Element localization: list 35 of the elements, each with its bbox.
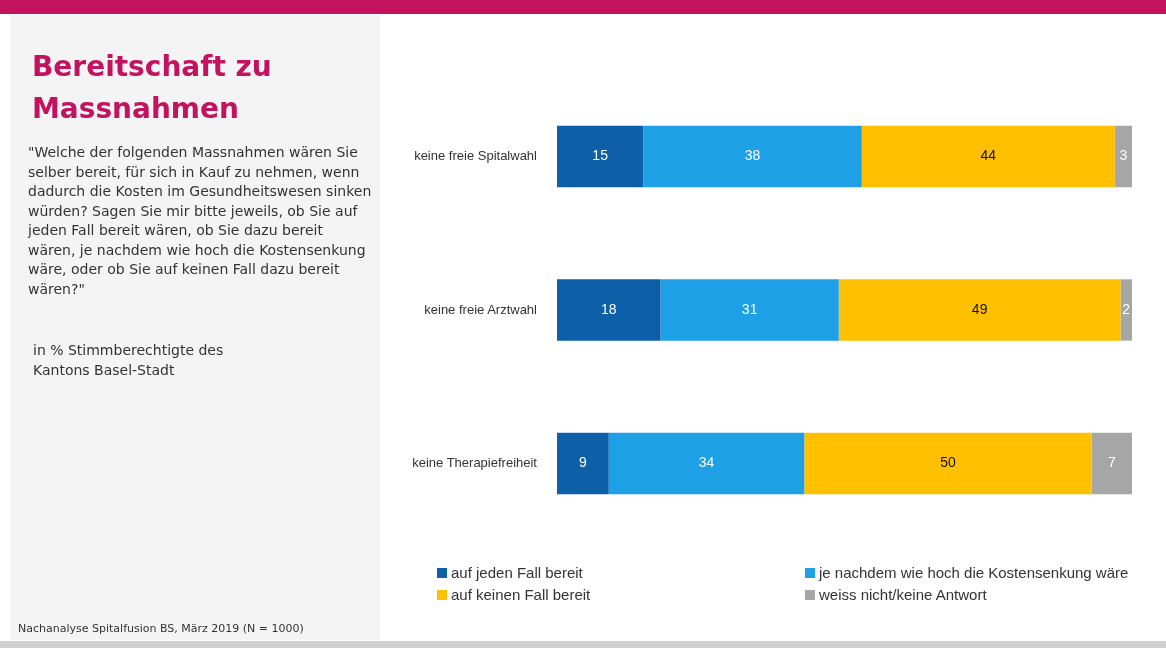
bar xyxy=(557,125,644,188)
bar xyxy=(557,432,609,495)
bar xyxy=(643,125,862,188)
legend-label: auf jeden Fall bereit xyxy=(450,564,584,581)
legend-label: weiss nicht/keine Antwort xyxy=(818,586,988,603)
data-label: 49 xyxy=(971,300,988,317)
data-label: 2 xyxy=(1122,300,1131,317)
text: "Welche der folgenden Massnahmen wären Sie selber bereit, für sich in Kauf zu nehmen, wenn dadurch die Kosten im Gesundheitswesen sinken würden? Sagen Sie mir bitte jeweils, ob Sie auf jeden Fall bereit wären, ob Sie dazu bereit wären, je nachdem wie hoch die Kostensenkung wäre, oder ob Sie auf keinen Fall dazu bereit wären?" xyxy=(28,143,373,299)
text: in % Stimmberechtigte des Kantons Basel-Stadt xyxy=(33,341,225,380)
data-label: 7 xyxy=(1107,454,1116,471)
bar xyxy=(660,279,839,341)
legend-label: je nachdem wie hoch die Kostensenkung wäre xyxy=(817,564,1130,581)
bar xyxy=(861,125,1115,188)
bar xyxy=(838,279,1121,341)
data-label: 3 xyxy=(1119,147,1128,164)
y-tick-label: keine freie Spitalwahl xyxy=(414,148,538,164)
y-tick-label: keine Therapiefreiheit xyxy=(412,455,538,471)
legend-label: auf keinen Fall bereit xyxy=(450,586,592,603)
data-label: 44 xyxy=(980,147,997,164)
data-label: 18 xyxy=(600,300,617,317)
data-label: 31 xyxy=(741,300,758,317)
text: Bereitschaft zu Massnahmen xyxy=(32,49,273,127)
bar xyxy=(608,432,805,495)
data-label: 38 xyxy=(744,147,761,164)
bar xyxy=(557,279,661,341)
bar xyxy=(1114,125,1132,188)
data-label: 50 xyxy=(940,454,956,471)
data-label: 15 xyxy=(592,147,609,164)
y-tick-label: keine freie Arztwahl xyxy=(424,301,538,317)
data-label: 34 xyxy=(698,454,715,471)
bar xyxy=(804,432,1092,495)
bar xyxy=(1120,279,1132,341)
text: Nachanalyse Spitalfusion BS, März 2019 (N = 1000) xyxy=(18,622,304,635)
bar xyxy=(1091,432,1132,495)
data-label: 9 xyxy=(578,454,587,471)
